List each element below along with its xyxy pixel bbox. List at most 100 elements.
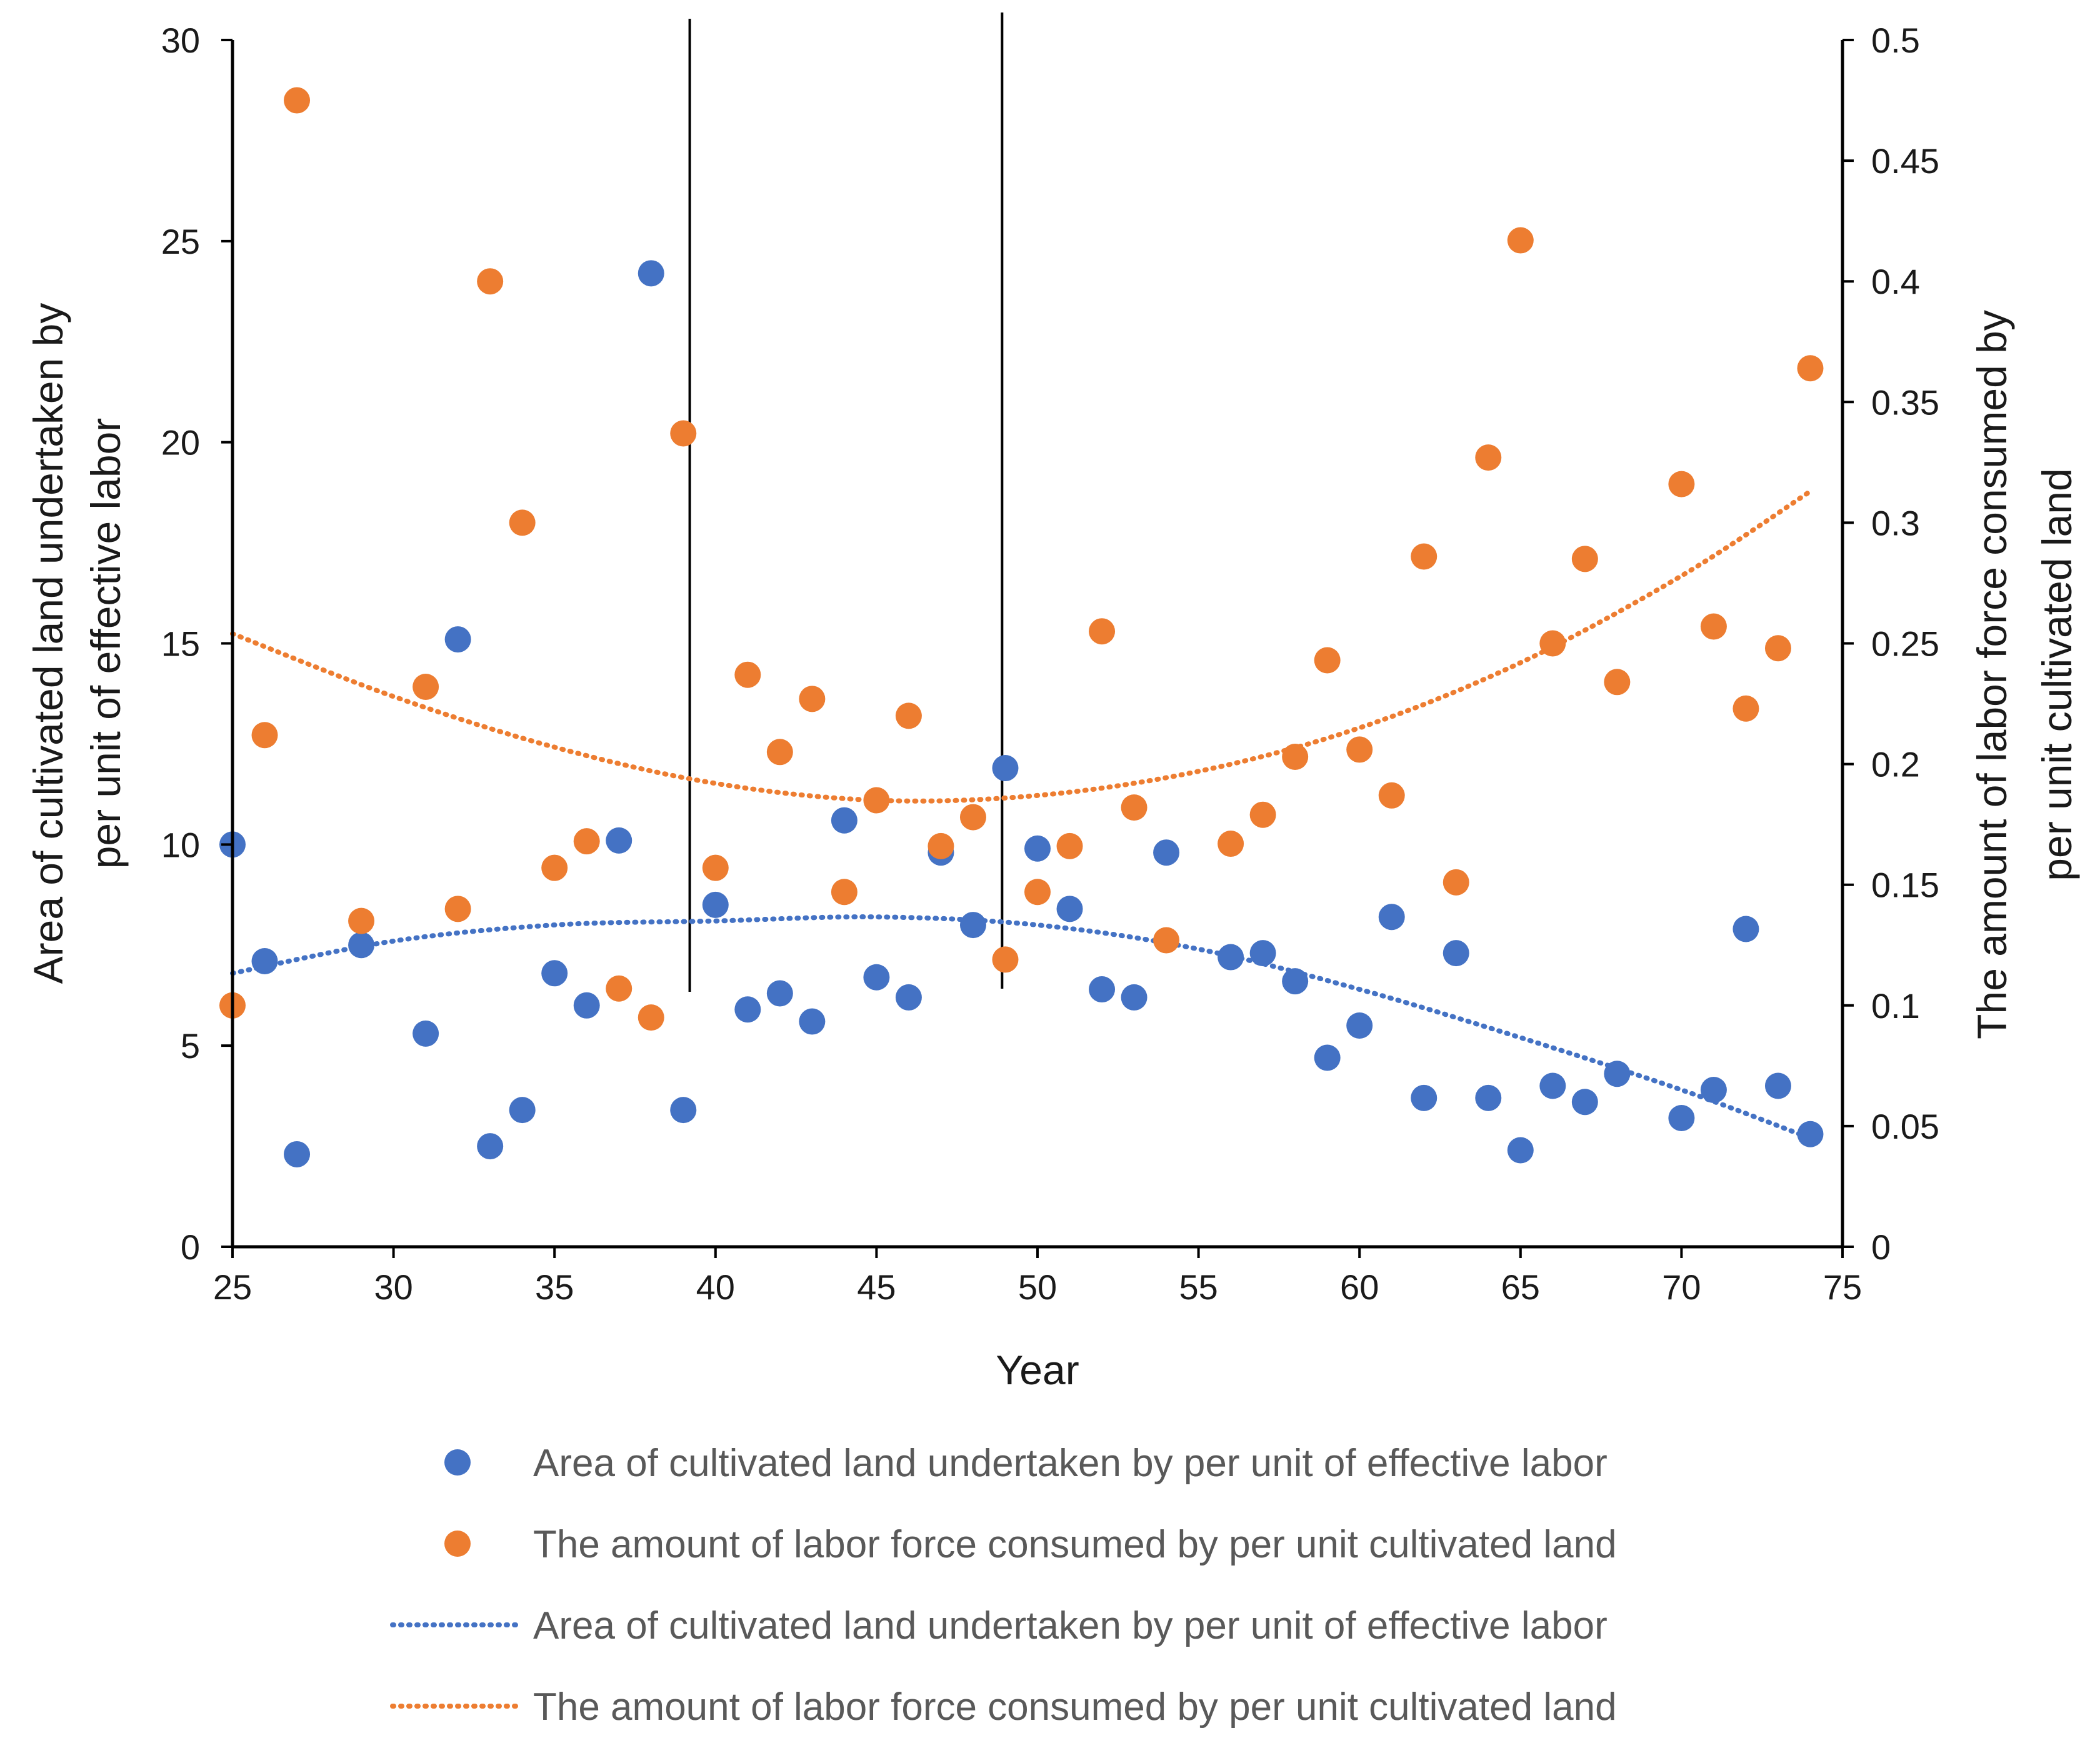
- data-point-right: [1378, 782, 1405, 809]
- x-ticks: 25 30 35 40 45 50 55 60 65 70 75: [213, 1247, 1862, 1307]
- data-point-left: [1314, 1044, 1341, 1071]
- data-point-right: [573, 828, 600, 855]
- data-point-left: [1797, 1121, 1824, 1147]
- data-point-left: [1764, 1072, 1791, 1099]
- y-right-tick-label: 0.4: [1871, 262, 1920, 301]
- data-point-right: [509, 509, 536, 536]
- data-point-left: [284, 1141, 311, 1167]
- data-point-right: [1411, 543, 1438, 570]
- data-point-left: [541, 960, 568, 987]
- data-point-right: [1056, 832, 1083, 859]
- data-point-left: [831, 807, 858, 834]
- data-point-left: [1153, 839, 1180, 866]
- y-left-tick-label: 5: [181, 1026, 200, 1066]
- data-point-right: [1089, 618, 1116, 645]
- data-point-right: [1797, 355, 1824, 382]
- data-point-left: [348, 932, 375, 959]
- y-ticks-left: 0 5 10 15 20 25 30: [161, 21, 232, 1267]
- data-point-right: [831, 879, 858, 906]
- data-point-right: [541, 854, 568, 881]
- data-point-right: [412, 674, 439, 701]
- data-point-left: [895, 984, 922, 1011]
- trendline-left: [230, 914, 1813, 1141]
- y-left-tick-label: 20: [161, 423, 200, 462]
- y-left-tick-label: 30: [161, 21, 200, 60]
- data-point-right: [959, 804, 986, 831]
- y-axis-title-left-line: per unit of effective labor: [82, 418, 129, 869]
- y-right-tick-label: 0: [1871, 1227, 1891, 1267]
- trendline-right: [230, 489, 1813, 804]
- x-tick-label: 60: [1340, 1267, 1379, 1307]
- data-point-right: [638, 1004, 664, 1031]
- data-point-right: [1153, 927, 1180, 954]
- data-point-left: [1218, 944, 1244, 971]
- data-point-left: [1539, 1072, 1566, 1099]
- data-point-left: [1346, 1012, 1373, 1039]
- x-axis-title: Year: [996, 1347, 1079, 1393]
- data-point-left: [670, 1097, 697, 1124]
- x-tick-label: 50: [1018, 1267, 1057, 1307]
- x-tick-label: 25: [213, 1267, 252, 1307]
- legend-marker: [444, 1449, 471, 1476]
- x-tick-label: 45: [857, 1267, 896, 1307]
- data-point-right: [348, 907, 375, 934]
- data-point-left: [1475, 1084, 1502, 1111]
- data-point-right: [1121, 794, 1148, 821]
- data-point-right: [444, 896, 471, 922]
- y-right-tick-label: 0.1: [1871, 986, 1920, 1026]
- data-point-right: [1732, 695, 1759, 722]
- data-point-left: [1668, 1105, 1695, 1132]
- y-right-tick-label: 0.45: [1871, 141, 1939, 181]
- y-axis-title-left: Area of cultivated land undertaken by per…: [25, 303, 129, 984]
- data-point-left: [251, 947, 278, 974]
- y-axis-title-left-line: Area of cultivated land undertaken by: [25, 303, 71, 984]
- data-point-right: [734, 661, 761, 688]
- data-point-left: [992, 755, 1019, 782]
- data-point-right: [1249, 801, 1276, 828]
- data-point-left: [863, 964, 890, 991]
- data-point-right: [928, 832, 954, 859]
- data-point-right: [1700, 613, 1727, 640]
- legend-label: The amount of labor force consumed by pe…: [533, 1523, 1617, 1566]
- data-point-right: [1507, 227, 1534, 254]
- data-point-left: [1442, 940, 1469, 967]
- data-point-right: [863, 787, 890, 814]
- data-point-left: [1282, 968, 1309, 995]
- y-right-tick-label: 0.3: [1871, 503, 1920, 542]
- x-tick-label: 65: [1501, 1267, 1540, 1307]
- x-tick-label: 70: [1662, 1267, 1701, 1307]
- legend-label: Area of cultivated land undertaken by pe…: [533, 1442, 1608, 1485]
- data-point-right: [1218, 831, 1244, 857]
- vertical-lines: [688, 12, 1004, 992]
- legend-marker: [444, 1531, 471, 1557]
- y-axis-title-right-line: per unit cultivated land: [2034, 468, 2080, 881]
- data-point-right: [606, 975, 632, 1002]
- legend: Area of cultivated land undertaken by pe…: [390, 1442, 1617, 1729]
- y-right-tick-label: 0.2: [1871, 745, 1920, 784]
- data-point-right: [1282, 744, 1309, 771]
- data-point-left: [606, 827, 632, 854]
- x-tick-label: 30: [374, 1267, 412, 1307]
- data-point-right: [1764, 635, 1791, 662]
- data-point-left: [702, 891, 729, 918]
- y-left-tick-label: 0: [181, 1227, 200, 1267]
- data-point-left: [412, 1020, 439, 1047]
- trendlines: [230, 489, 1813, 1141]
- data-point-left: [1056, 896, 1083, 922]
- data-point-right: [284, 87, 311, 114]
- data-point-left: [1024, 835, 1051, 862]
- y-right-tick-label: 0.15: [1871, 866, 1939, 905]
- data-point-left: [573, 992, 600, 1019]
- data-point-right: [766, 739, 793, 766]
- x-tick-label: 35: [535, 1267, 574, 1307]
- data-point-left: [1089, 976, 1116, 1003]
- data-point-right: [1346, 736, 1373, 763]
- y-ticks-right: 0 0.05 0.1 0.15 0.2 0.25 0.3 0.35 0.4 0.45 0.5: [1842, 21, 1939, 1267]
- data-point-left: [799, 1008, 826, 1035]
- y-right-tick-label: 0.05: [1871, 1107, 1939, 1146]
- data-point-right: [1539, 630, 1566, 657]
- y-axis-title-right-line: The amount of labor force consumed by: [1969, 310, 2015, 1039]
- axes: [231, 40, 1844, 1249]
- data-point-left: [1571, 1089, 1598, 1116]
